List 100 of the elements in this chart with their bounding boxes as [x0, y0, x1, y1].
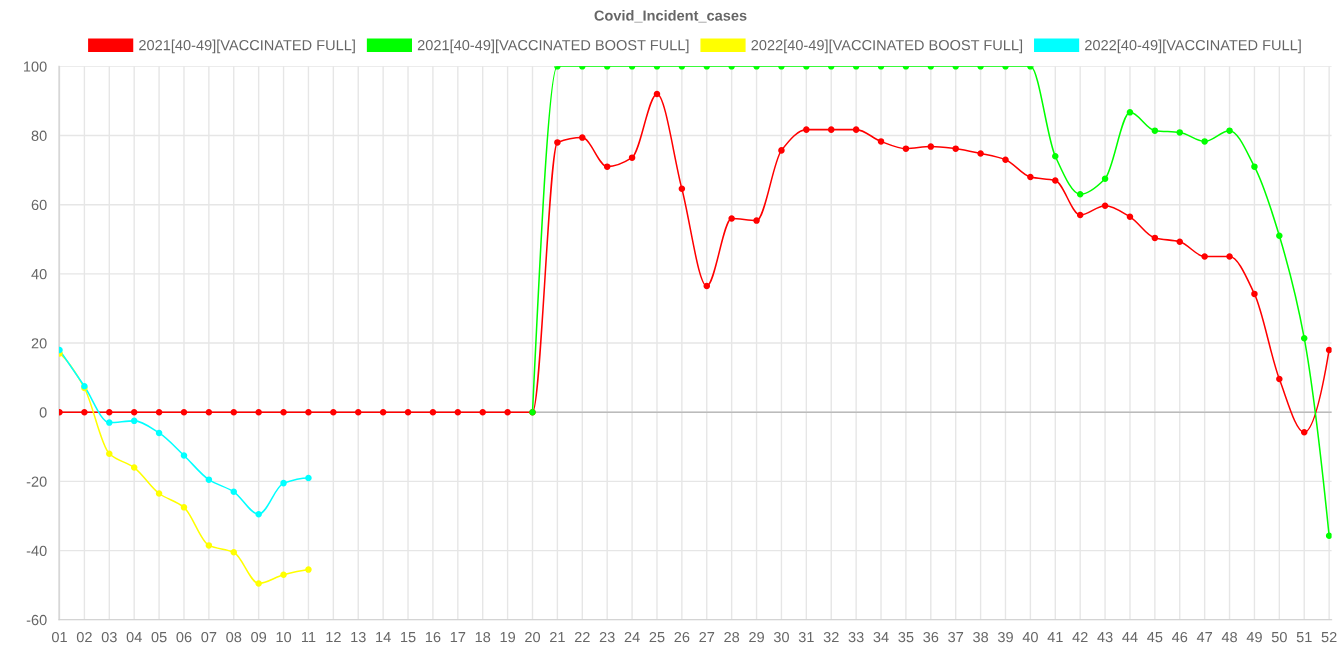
- point: [1201, 138, 1208, 145]
- point: [255, 580, 262, 587]
- point: [155, 429, 163, 437]
- point: [504, 408, 511, 416]
- y-tick-label: 100: [23, 61, 47, 72]
- x-tick-label: 35: [898, 631, 914, 643]
- x-tick-label: 26: [674, 631, 690, 643]
- point: [81, 408, 88, 416]
- point: [1052, 153, 1059, 160]
- x-tick-label: 43: [1097, 631, 1113, 643]
- point: [1002, 156, 1009, 163]
- x-tick-label: 22: [574, 631, 590, 643]
- x-tick-label: 32: [823, 631, 839, 643]
- x-tick-label: 41: [1047, 632, 1063, 643]
- point: [852, 126, 860, 133]
- point: [554, 139, 561, 146]
- x-tick-label: 16: [425, 631, 441, 643]
- point: [1251, 290, 1258, 298]
- legend-label: 2022[40-49][VACCINATED BOOST FULL]: [751, 39, 1023, 54]
- x-tick-label: 46: [1171, 631, 1188, 643]
- x-tick-label: 04: [126, 631, 142, 643]
- x-tick-label: 38: [973, 631, 989, 643]
- point: [1076, 191, 1084, 198]
- x-tick-label: 27: [699, 631, 715, 643]
- x-tick-label: 18: [475, 631, 491, 643]
- point: [1325, 346, 1332, 354]
- point: [305, 566, 312, 573]
- point: [1201, 253, 1208, 260]
- point: [603, 163, 611, 170]
- x-tick-label: 14: [376, 632, 391, 643]
- point: [1126, 213, 1134, 221]
- x-tick-label: 44: [1122, 632, 1138, 643]
- x-tick-label: 23: [599, 631, 615, 643]
- x-tick-label: 28: [724, 631, 740, 643]
- point: [1101, 202, 1109, 209]
- point: [230, 549, 238, 556]
- point: [180, 408, 188, 416]
- x-tick-label: 15: [401, 632, 416, 643]
- point: [280, 571, 287, 579]
- point: [354, 408, 362, 416]
- x-tick-label: 31: [798, 631, 814, 643]
- point: [155, 408, 163, 416]
- x-tick-label: 40: [1022, 631, 1038, 643]
- x-tick-label: 19: [500, 631, 516, 643]
- point: [305, 474, 312, 482]
- x-tick-label: 42: [1072, 631, 1088, 643]
- x-tick-label: 45: [1147, 632, 1163, 643]
- x-tick-label: 37: [948, 631, 964, 643]
- point: [106, 408, 113, 416]
- point: [628, 154, 636, 161]
- point: [106, 450, 113, 457]
- point: [728, 215, 735, 222]
- point: [180, 452, 188, 459]
- x-tick-label: 12: [326, 631, 341, 643]
- x-tick-label: 11: [301, 632, 316, 643]
- x-tick-label: 02: [76, 631, 92, 643]
- y-tick-label: -40: [26, 545, 47, 556]
- point: [255, 408, 262, 416]
- point: [1176, 238, 1184, 245]
- point: [454, 408, 462, 416]
- point: [902, 145, 910, 152]
- y-tick-label: 0: [39, 407, 47, 418]
- point: [579, 134, 586, 141]
- y-tick-label: 60: [31, 199, 47, 211]
- x-tick-label: 13: [351, 631, 366, 643]
- point: [1126, 109, 1134, 116]
- point: [106, 419, 113, 426]
- x-tick-label: 05: [151, 631, 167, 643]
- point: [1325, 532, 1332, 539]
- x-tick-label: 30: [773, 631, 789, 643]
- x-tick-label: 01: [51, 631, 67, 643]
- point: [1052, 177, 1059, 184]
- chart-title: Covid_Incident_cases: [594, 10, 747, 23]
- x-tick-label: 36: [923, 631, 939, 643]
- x-tick-label: 29: [749, 631, 764, 643]
- x-tick-label: 21: [550, 631, 565, 643]
- point: [1300, 429, 1308, 436]
- x-tick-label: 03: [101, 631, 117, 643]
- x-tick-label: 08: [226, 631, 242, 643]
- point: [803, 126, 810, 133]
- point: [1101, 175, 1109, 182]
- point: [678, 185, 686, 193]
- x-tick-label: 48: [1221, 631, 1238, 643]
- point: [280, 479, 287, 487]
- point: [479, 408, 486, 416]
- point: [130, 408, 138, 416]
- point: [180, 504, 188, 511]
- point: [1027, 173, 1034, 181]
- point: [130, 464, 138, 471]
- point: [404, 408, 412, 416]
- x-tick-label: 51: [1296, 632, 1312, 643]
- point: [1076, 211, 1084, 219]
- x-tick-label: 25: [649, 631, 665, 643]
- y-tick-label: -60: [26, 614, 47, 626]
- point: [1176, 129, 1184, 136]
- x-tick-label: 34: [873, 631, 889, 643]
- point: [827, 126, 835, 133]
- x-tick-label: 47: [1196, 632, 1213, 643]
- point: [1151, 234, 1159, 242]
- y-tick-label: 20: [31, 338, 47, 349]
